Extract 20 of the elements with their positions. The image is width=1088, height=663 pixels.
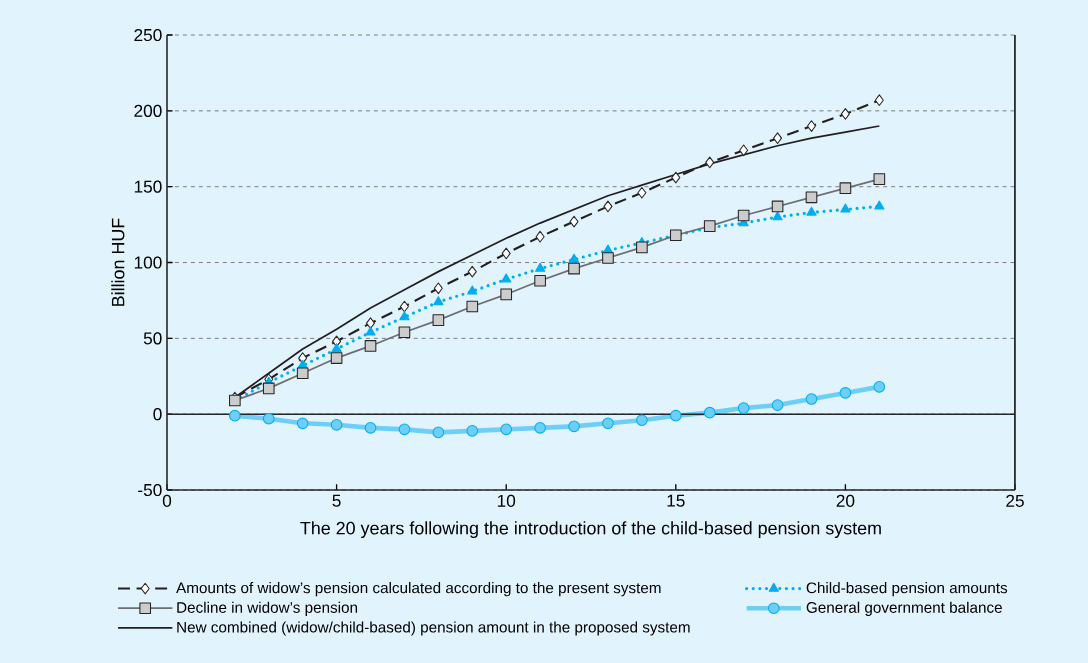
y-tick-label: 50 bbox=[143, 332, 162, 345]
x-tick-label: 5 bbox=[332, 494, 341, 507]
y-tick-label: -50 bbox=[138, 483, 162, 497]
x-tick-label: 15 bbox=[667, 494, 685, 507]
y-tick-label: 250 bbox=[134, 28, 162, 42]
y-axis-title: Billion HUF bbox=[111, 218, 125, 306]
legend-label: Child-based pension amounts bbox=[806, 582, 1008, 597]
y-tick-label: 150 bbox=[134, 180, 162, 193]
x-tick-label: 10 bbox=[497, 494, 516, 507]
x-tick-label: 0 bbox=[162, 494, 172, 507]
legend-label: Decline in widow’s pension bbox=[177, 601, 358, 616]
y-tick-label: 200 bbox=[134, 104, 162, 117]
x-axis-title: The 20 years following the introduction of the child-based pension system bbox=[300, 521, 881, 538]
legend-label: Amounts of widow’s pension calculated according to the present system bbox=[176, 582, 661, 597]
x-tick-label: 25 bbox=[1006, 494, 1024, 507]
y-tick-label: 0 bbox=[153, 408, 162, 421]
x-tick-label: 20 bbox=[836, 494, 855, 507]
legend-label: New combined (widow/child-based) pension amount in the proposed system bbox=[177, 621, 690, 636]
y-tick-label: 100 bbox=[134, 256, 162, 269]
legend-label: General government balance bbox=[806, 601, 1002, 616]
